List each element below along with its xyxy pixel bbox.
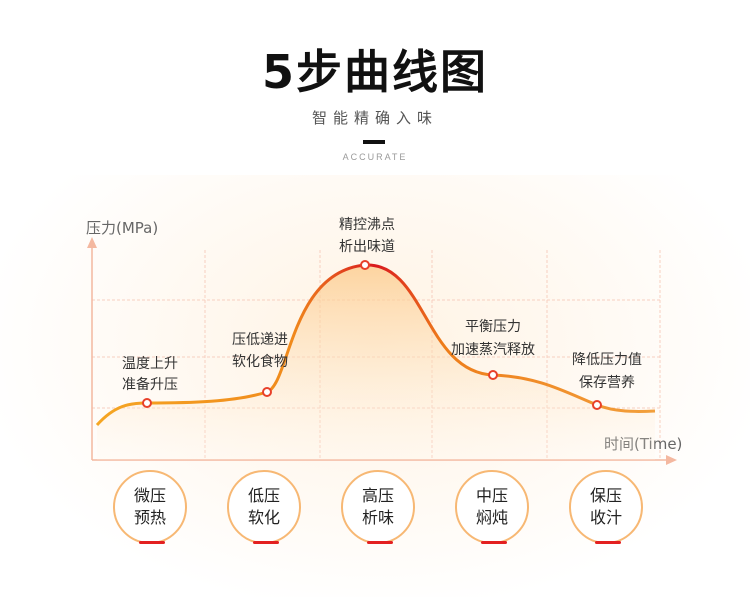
- stage-underline: [367, 541, 393, 544]
- stage-reduce-sauce: 保压 收汁: [569, 470, 643, 544]
- annotation-2-line1: 压低递进: [232, 332, 288, 348]
- tagline: ACCURATE: [342, 152, 408, 162]
- stage-label-line2: 软化: [247, 508, 280, 527]
- stage-label-line2: 预热: [133, 508, 166, 527]
- annotation-3-line2: 析出味道: [339, 239, 395, 255]
- page-subtitle: 智能精确入味: [311, 109, 438, 127]
- marker-1: [142, 398, 152, 408]
- stage-underline: [139, 541, 165, 544]
- stage-underline: [481, 541, 507, 544]
- stage-underline: [595, 541, 621, 544]
- curve-markers: [142, 260, 602, 410]
- annotation-3-line1: 精控沸点: [339, 217, 395, 233]
- annotation-1-line1: 温度上升: [122, 356, 178, 372]
- stage-label-line2: 焖炖: [475, 508, 508, 527]
- y-axis-arrow-icon: [87, 237, 97, 248]
- marker-3: [360, 260, 370, 270]
- stage-preheat: 微压 预热: [113, 470, 187, 544]
- stage-underline: [253, 541, 279, 544]
- annotation-1-line2: 准备升压: [122, 376, 178, 393]
- annotation-5-line1: 降低压力值: [572, 352, 642, 368]
- annotation-4-line1: 平衡压力: [465, 319, 521, 335]
- curve-area: [97, 264, 655, 460]
- stage-label-line2: 收汁: [589, 508, 622, 527]
- y-axis-label: 压力(MPa): [86, 219, 158, 237]
- annotation-5-line2: 保存营养: [579, 375, 635, 391]
- stage-label-line1: 中压: [475, 486, 508, 505]
- stage-label-line1: 保压: [589, 486, 622, 505]
- marker-5: [592, 400, 602, 410]
- annotations: 温度上升 准备升压 压低递进 软化食物 精控沸点 析出味道 平衡压力 加速蒸汽释…: [122, 217, 642, 393]
- annotation-4-line2: 加速蒸汽释放: [451, 342, 535, 358]
- stage-label-line2: 析味: [361, 508, 394, 527]
- annotation-2-line2: 软化食物: [232, 353, 288, 370]
- marker-2: [262, 387, 272, 397]
- stage-extract-flavor: 高压 析味: [341, 470, 415, 544]
- stage-label-line1: 微压: [133, 486, 166, 505]
- stage-label-line1: 低压: [247, 486, 280, 505]
- stage-list: 微压 预热 低压 软化 高压 析味 中压 焖炖 保压 收汁: [0, 470, 750, 560]
- stage-stew: 中压 焖炖: [455, 470, 529, 544]
- stage-soften: 低压 软化: [227, 470, 301, 544]
- stage-label-line1: 高压: [361, 486, 394, 505]
- x-axis-arrow-icon: [666, 455, 677, 465]
- title-divider: [363, 140, 385, 144]
- page-title: 5步曲线图: [261, 45, 488, 99]
- marker-4: [488, 370, 498, 380]
